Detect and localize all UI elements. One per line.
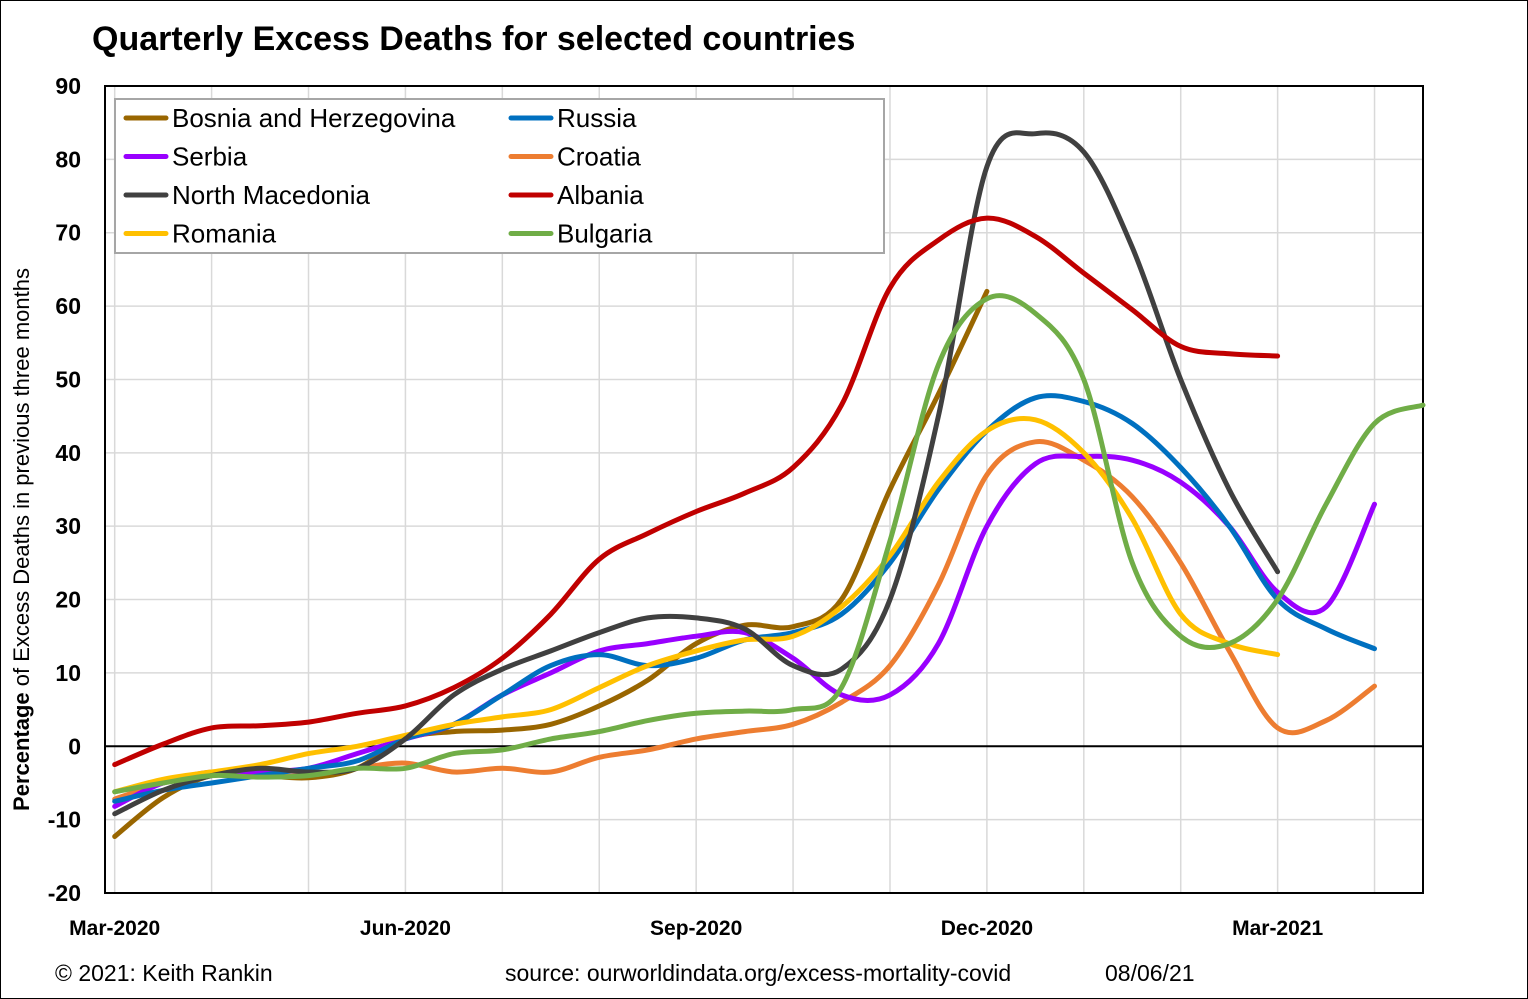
y-tick-label: 60 — [55, 293, 81, 319]
y-tick-label: -10 — [48, 807, 81, 833]
x-tick-label: Sep-2020 — [650, 917, 742, 940]
y-tick-label: 70 — [55, 220, 81, 246]
x-axis-ticks: Mar-2020 Jun-2020 Sep-2020 Dec-2020 Mar-2021 — [69, 917, 1323, 940]
y-axis-label-bold: Percentage — [9, 692, 34, 811]
series-line-albania — [112, 215, 1281, 768]
source-note: source: ourworldindata.org/excess-mortal… — [505, 960, 1012, 986]
y-tick-label: 30 — [55, 513, 81, 539]
x-tick-label: Mar-2021 — [1232, 917, 1323, 940]
y-axis-label-rest: of Excess Deaths in previous three month… — [9, 268, 34, 692]
y-axis-ticks: -20 -10 0 10 20 30 40 50 60 70 80 90 — [48, 73, 81, 906]
y-tick-label: 50 — [55, 366, 81, 392]
y-tick-label: 90 — [55, 73, 81, 99]
legend-label: North Macedonia — [172, 180, 371, 210]
legend: Bosnia and Herzegovina Russia Serbia Croati… — [114, 98, 885, 254]
y-tick-label: 0 — [68, 733, 81, 759]
date-note: 08/06/21 — [1105, 960, 1195, 986]
legend-label: Serbia — [172, 142, 248, 172]
x-tick-label: Mar-2020 — [69, 917, 160, 940]
legend-label: Croatia — [557, 142, 641, 172]
series-line-romania — [112, 415, 1281, 795]
chart-title: Quarterly Excess Deaths for selected cou… — [92, 20, 856, 58]
series-lines — [112, 130, 1426, 839]
copyright-note: © 2021: Keith Rankin — [55, 960, 273, 986]
y-tick-label: 20 — [55, 587, 81, 613]
y-axis-label: Percentage of Excess Deaths in previous … — [9, 268, 34, 811]
x-tick-label: Dec-2020 — [941, 917, 1033, 940]
series-line-russia — [112, 393, 1377, 804]
series-line-serbia — [112, 453, 1377, 809]
y-tick-label: 80 — [55, 146, 81, 172]
x-tick-label: Jun-2020 — [360, 917, 451, 940]
legend-label: Bosnia and Herzegovina — [172, 103, 456, 133]
y-tick-label: 40 — [55, 440, 81, 466]
legend-label: Romania — [172, 219, 277, 249]
legend-label: Bulgaria — [557, 219, 653, 249]
legend-label: Albania — [557, 180, 644, 210]
y-tick-label: -20 — [48, 880, 81, 906]
y-tick-label: 10 — [55, 660, 81, 686]
legend-box — [114, 98, 885, 254]
plot-area-border — [104, 85, 1424, 894]
series-line-bulgaria — [112, 293, 1426, 795]
legend-label: Russia — [557, 103, 637, 133]
